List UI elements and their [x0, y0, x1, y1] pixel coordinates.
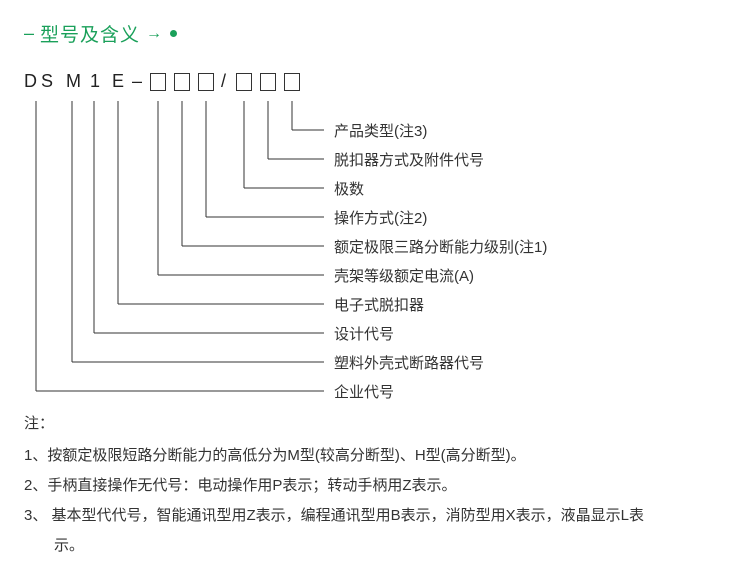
note-line-continuation: 示。	[24, 531, 712, 561]
code-char: M	[66, 71, 81, 92]
bracket-label: 塑料外壳式断路器代号	[334, 352, 484, 373]
note-line: 1、按额定极限短路分断能力的高低分为M型(较高分断型)、H型(高分断型)。	[24, 441, 712, 471]
model-code-row: DSM1E– /	[24, 71, 712, 101]
code-char: –	[132, 71, 142, 92]
code-placeholder-box	[198, 73, 214, 91]
code-char: 1	[90, 71, 100, 92]
title-dot-icon	[170, 30, 177, 37]
notes-section: 注： 1、按额定极限短路分断能力的高低分为M型(较高分断型)、H型(高分断型)。…	[24, 409, 712, 561]
bracket-label: 企业代号	[334, 381, 394, 402]
code-char: D	[24, 71, 37, 92]
note-line: 2、手柄直接操作无代号：电动操作用P表示；转动手柄用Z表示。	[24, 471, 712, 501]
bracket-label: 极数	[334, 178, 364, 199]
code-char: S	[41, 71, 53, 92]
bracket-label: 设计代号	[334, 323, 394, 344]
bracket-label: 额定极限三路分断能力级别(注1)	[334, 236, 547, 257]
bracket-diagram: 产品类型(注3) 脱扣器方式及附件代号极数操作方式(注2) 额定极限三路分断能力级别…	[24, 101, 712, 401]
title-text: 型号及含义	[40, 20, 140, 47]
bracket-label: 脱扣器方式及附件代号	[334, 149, 484, 170]
code-slash: /	[221, 71, 226, 92]
section-title: – 型号及含义 →	[24, 20, 712, 47]
code-char: E	[112, 71, 124, 92]
bracket-label: 产品类型(注3)	[334, 120, 427, 141]
code-placeholder-box	[236, 73, 252, 91]
note-line: 3、 基本型代代号，智能通讯型用Z表示，编程通讯型用B表示，消防型用X表示，液晶…	[24, 501, 712, 531]
title-dash-left: –	[24, 23, 34, 44]
code-placeholder-box	[150, 73, 166, 91]
bracket-label: 壳架等级额定电流(A)	[334, 265, 474, 286]
bracket-label: 电子式脱扣器	[334, 294, 424, 315]
code-placeholder-box	[260, 73, 276, 91]
bracket-label: 操作方式(注2)	[334, 207, 427, 228]
notes-title: 注：	[24, 409, 712, 439]
code-placeholder-box	[284, 73, 300, 91]
title-arrow: →	[146, 25, 162, 43]
code-placeholder-box	[174, 73, 190, 91]
